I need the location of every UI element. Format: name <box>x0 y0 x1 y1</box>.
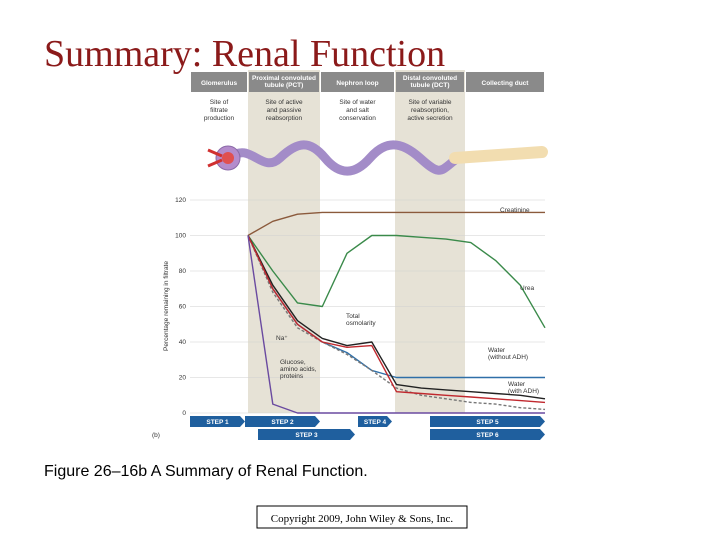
region-label: Glomerulus <box>201 80 238 87</box>
copyright: Copyright 2009, John Wiley & Sons, Inc. <box>271 513 454 525</box>
y-tick-label: 20 <box>179 375 187 382</box>
series-label: Na⁺ <box>276 335 288 342</box>
series-line <box>247 235 546 400</box>
collecting-duct <box>449 146 548 164</box>
region-description: Site of variable reabsorption, active secr… <box>407 99 453 122</box>
vessel <box>207 148 223 168</box>
y-tick-label: 120 <box>175 197 186 204</box>
region-label: Distal convoluted tubule (DCT) <box>403 75 457 89</box>
step-label: STEP 2 <box>271 419 294 426</box>
caption: Figure 26–16b A Summary of Renal Functio… <box>44 463 368 480</box>
y-tick-label: 0 <box>182 410 186 417</box>
region-header <box>191 72 247 92</box>
series-line <box>247 235 546 404</box>
series-label: Creatinine <box>500 207 530 214</box>
region-label: Proximal convoluted tubule (PCT) <box>252 75 316 89</box>
y-tick-label: 60 <box>179 304 187 311</box>
series-label: Urea <box>520 285 534 292</box>
y-tick-label: 40 <box>179 339 187 346</box>
copyright-box <box>256 505 468 529</box>
slide-title: Summary: Renal Function <box>44 33 445 75</box>
step-arrow <box>190 416 245 427</box>
step-label: STEP 1 <box>206 419 229 426</box>
step-label: STEP 5 <box>476 419 499 426</box>
region-description: Site of water and salt conservation <box>339 99 376 122</box>
tubule <box>225 140 460 176</box>
region-shade <box>248 70 320 413</box>
glomerulus-core <box>222 152 234 164</box>
step-arrow <box>430 416 545 427</box>
region-label: Collecting duct <box>482 80 530 87</box>
region-header <box>396 72 464 92</box>
series-label: Water (with ADH) <box>508 381 539 395</box>
region-description: Site of active and passive reabsorption <box>265 99 303 122</box>
series-label: Glucose, amino acids, proteins <box>280 359 317 380</box>
step-arrow <box>245 416 320 427</box>
region-label: Nephron loop <box>336 80 378 87</box>
region-header <box>249 72 319 92</box>
figure-background <box>190 70 545 440</box>
y-tick-label: 80 <box>179 268 187 275</box>
region-header <box>321 72 394 92</box>
region-shade <box>395 70 465 413</box>
series-line <box>247 235 545 414</box>
series-line <box>247 235 546 411</box>
region-header <box>466 72 544 92</box>
series-line <box>247 234 546 329</box>
region-description: Site of filtrate production <box>204 99 235 122</box>
figure: Glomerulus Site of filtrate production Proxi… <box>152 70 548 440</box>
step-label: STEP 6 <box>476 432 499 439</box>
step-arrow <box>258 429 355 440</box>
step-arrow <box>430 429 545 440</box>
step-arrow <box>358 416 392 427</box>
y-axis-label: Percentage remaining in filtrate <box>163 261 170 351</box>
step-label: STEP 3 <box>295 432 318 439</box>
y-tick-label: 100 <box>175 233 186 240</box>
series-label: Water (without ADH) <box>488 347 528 361</box>
series-label: Total osmolarity <box>346 313 376 327</box>
panel-label: (b) <box>152 432 160 439</box>
series-line <box>247 211 545 237</box>
step-label: STEP 4 <box>364 419 387 426</box>
